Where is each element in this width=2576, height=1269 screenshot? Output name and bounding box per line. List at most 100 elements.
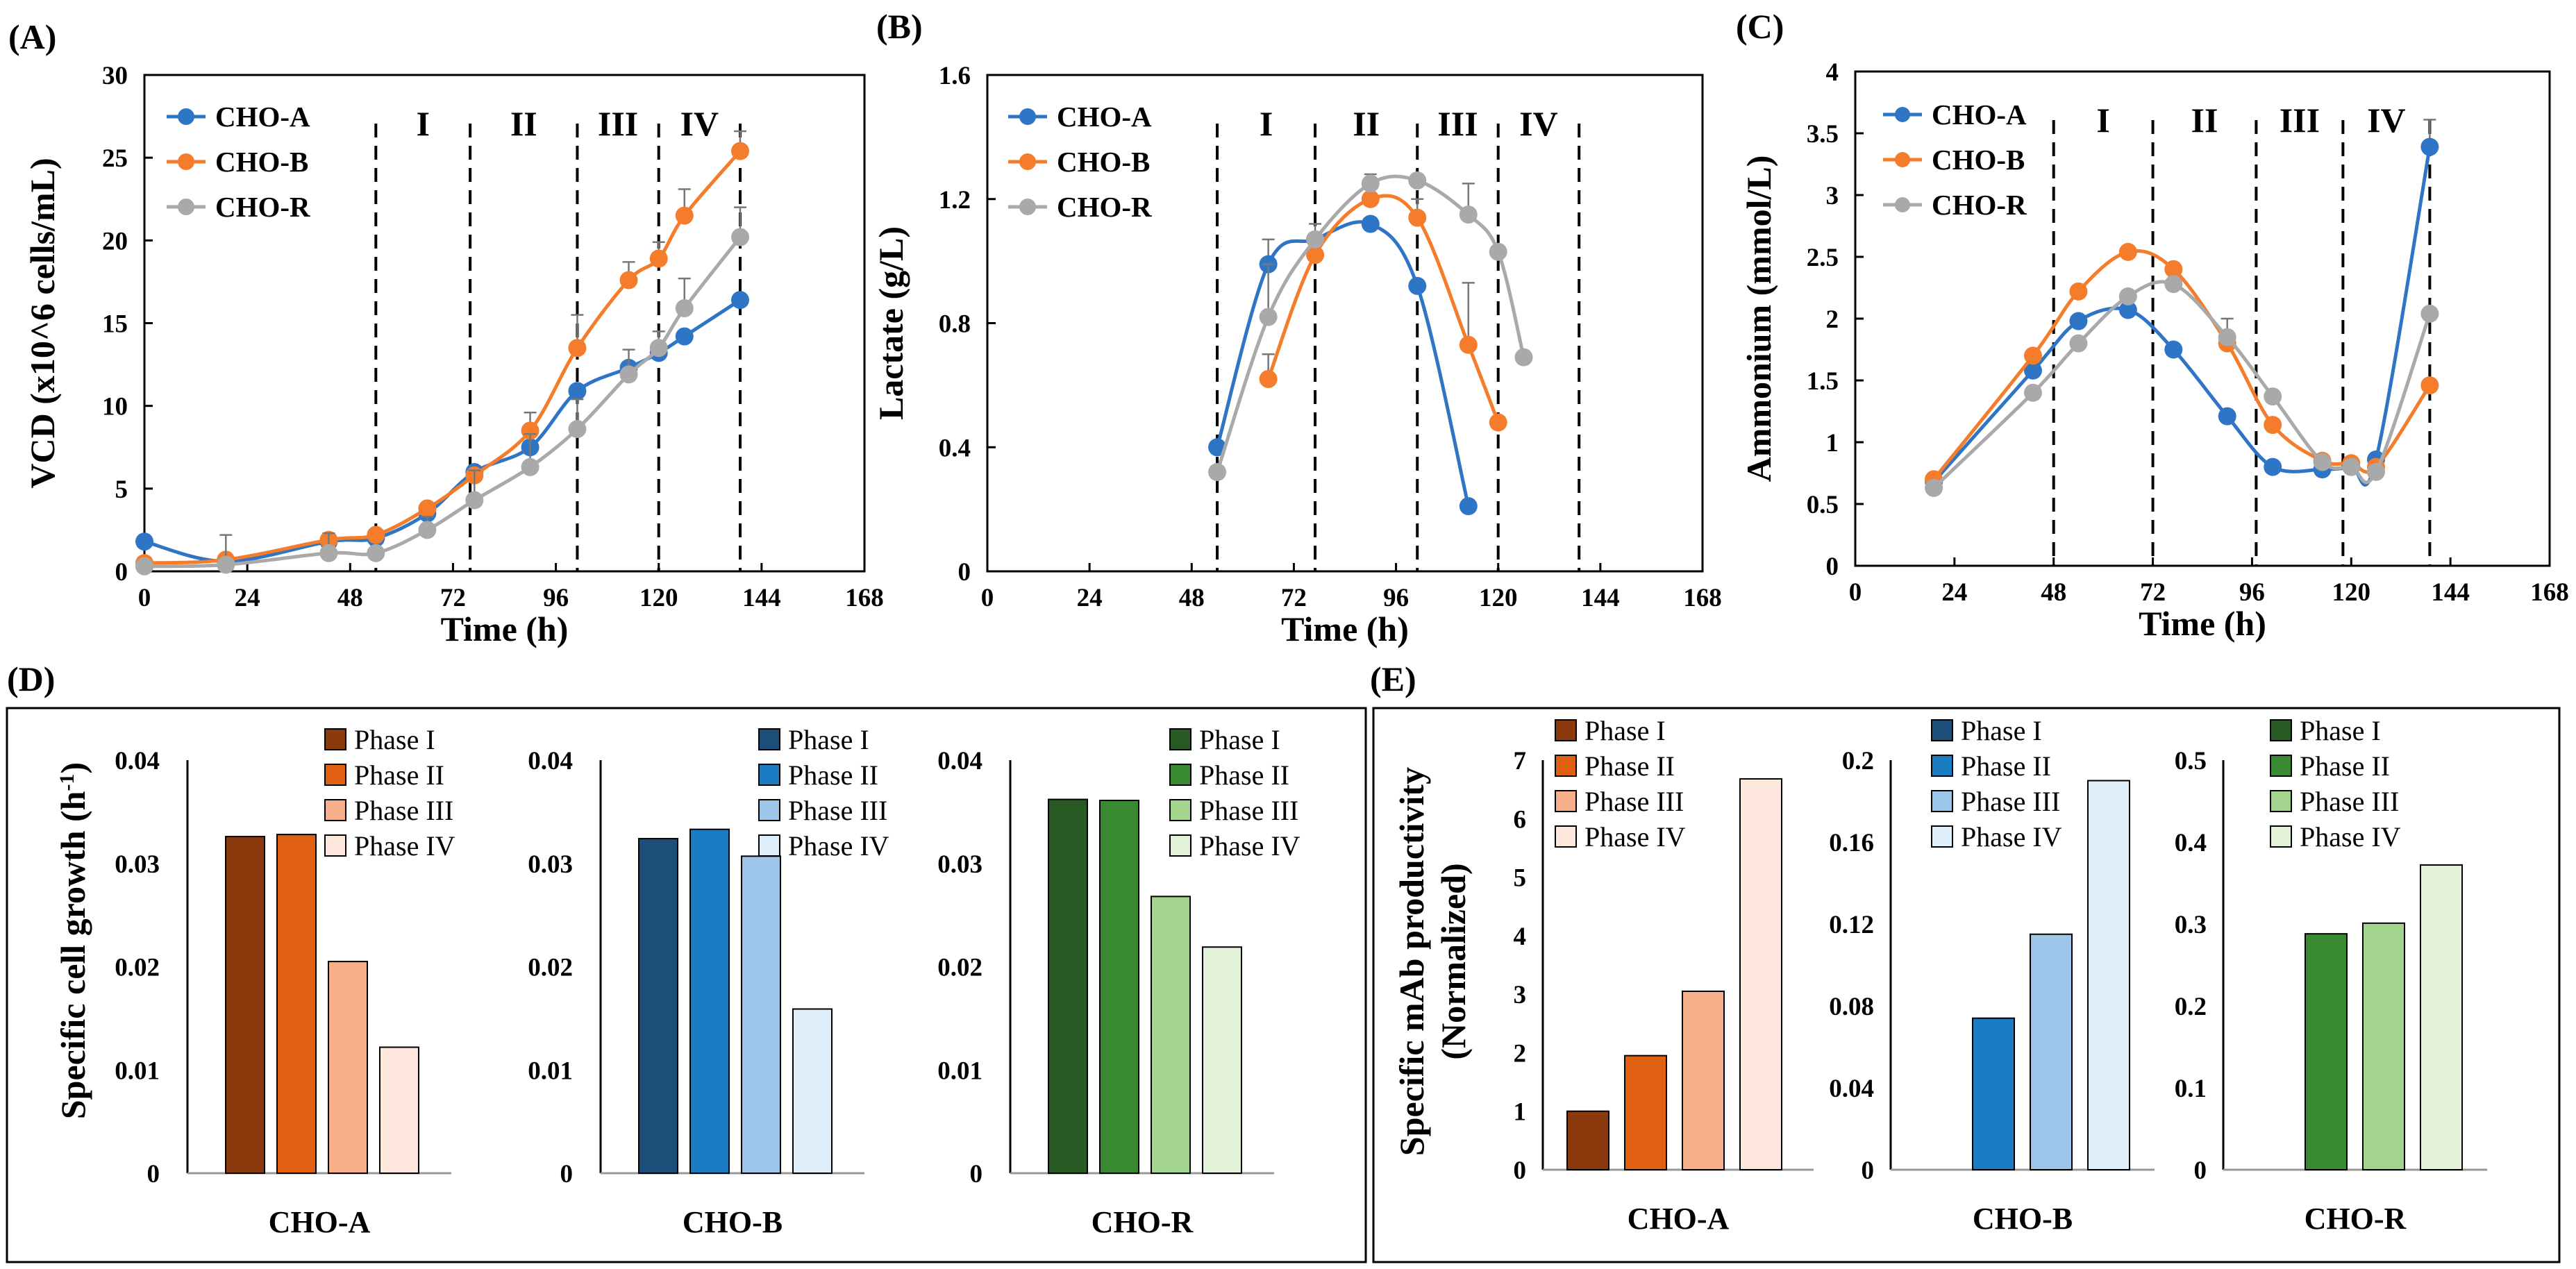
y-tick-label: 30 xyxy=(102,62,128,90)
category-label: CHO-A xyxy=(1628,1202,1730,1236)
data-point xyxy=(1259,308,1278,326)
bar xyxy=(638,838,678,1175)
y-tick-label: 0.16 xyxy=(1829,829,1874,857)
legend-swatch xyxy=(758,834,780,857)
data-point xyxy=(319,544,338,562)
x-axis-title: Time (h) xyxy=(1281,610,1409,648)
legend-swatch xyxy=(324,764,346,786)
data-point xyxy=(1259,369,1278,388)
legend-label: Phase I xyxy=(1199,724,1280,755)
legend-marker xyxy=(1019,108,1036,125)
x-axis-title: Time (h) xyxy=(441,610,569,648)
y-tick-label: 7 xyxy=(1514,747,1527,775)
data-point xyxy=(1408,171,1427,190)
y-tick-label: 2 xyxy=(1826,305,1839,334)
data-point xyxy=(367,526,385,544)
x-axis-title: Time (h) xyxy=(2139,604,2266,643)
legend-label: CHO-B xyxy=(1057,146,1150,178)
y-tick-label: 0.04 xyxy=(528,747,573,775)
x-tick-label: 0 xyxy=(1849,578,1862,607)
data-point xyxy=(1489,242,1507,261)
legend-label: CHO-B xyxy=(1932,144,2025,176)
legend-swatch xyxy=(758,728,780,750)
data-point xyxy=(1489,413,1507,432)
y-tick-label: 0.08 xyxy=(1829,993,1874,1021)
data-point xyxy=(135,557,153,575)
bar xyxy=(741,855,781,1175)
x-tick-label: 120 xyxy=(639,584,678,612)
data-point xyxy=(135,532,153,551)
bar-group-cho-r: 0 0.01 0.02 0.03 0.04 CHO-R Phase I Phase II Pha… xyxy=(937,724,1300,1239)
data-point xyxy=(730,142,749,160)
x-tick-label: 72 xyxy=(1281,584,1307,612)
data-point xyxy=(568,339,587,358)
y-tick-label: 0.4 xyxy=(939,434,971,462)
legend-label: Phase IV xyxy=(788,830,889,862)
x-tick-label: 24 xyxy=(1941,578,1967,607)
data-point xyxy=(2264,416,2282,435)
bar xyxy=(2305,933,2348,1171)
y-tick-label: 0.02 xyxy=(528,954,573,982)
y-tick-label: 5 xyxy=(115,476,128,504)
legend-marker xyxy=(1895,152,1910,167)
legend-label: Phase II xyxy=(1961,750,2051,782)
legend-label: Phase I xyxy=(788,724,869,755)
phase-label: I xyxy=(2096,101,2109,140)
bar-group-cho-b: 0 0.04 0.08 0.12 0.16 0.2 CHO-B Phase I Phase II… xyxy=(1829,715,2155,1236)
legend-label: Phase II xyxy=(2300,750,2390,782)
legend-marker xyxy=(178,108,194,125)
x-tick-label: 96 xyxy=(2239,578,2265,607)
data-point xyxy=(2023,361,2042,380)
legend-label: Phase II xyxy=(1199,759,1289,791)
phase-label: I xyxy=(416,104,429,143)
x-tick-label: 96 xyxy=(543,584,569,612)
data-point xyxy=(1459,205,1478,224)
y-tick-label: 1 xyxy=(1826,429,1839,457)
chart-E: (E) Specific mAb productivity (Normalized)… xyxy=(1370,659,2561,1263)
y-tick-label: 0.8 xyxy=(939,310,971,339)
y-axis-title: VCD (x10^6 cells/mL) xyxy=(23,158,62,488)
y-axis-title-line1: Specific mAb productivity xyxy=(1392,767,1431,1156)
legend-label: Phase III xyxy=(1584,786,1684,817)
legend-label: Phase IV xyxy=(1961,821,2062,852)
y-tick-label: 0.04 xyxy=(937,747,982,775)
legend-label: Phase II xyxy=(354,759,444,791)
x-tick-label: 120 xyxy=(1479,584,1518,612)
legend-swatch xyxy=(1169,728,1191,750)
legend-label: CHO-R xyxy=(215,191,310,223)
data-point xyxy=(2218,328,2236,346)
data-point xyxy=(1459,497,1478,516)
y-tick-label: 3.5 xyxy=(1807,120,1839,149)
y-tick-label: 2 xyxy=(1514,1039,1527,1068)
data-point xyxy=(1361,190,1380,208)
y-tick-label: 4 xyxy=(1826,58,1839,87)
data-point xyxy=(418,521,437,539)
legend-marker xyxy=(178,153,194,170)
bar xyxy=(1202,946,1242,1175)
y-tick-label: 0 xyxy=(115,558,128,587)
bar xyxy=(1048,798,1088,1174)
bar xyxy=(1151,896,1191,1174)
bar xyxy=(276,834,317,1174)
bar-group-cho-r: 0 0.1 0.2 0.3 0.4 0.5 CHO-R Phase I Phase II Phas… xyxy=(2175,715,2487,1236)
phase-label: I xyxy=(1260,104,1273,143)
legend-swatch xyxy=(324,834,346,857)
data-point xyxy=(1208,438,1227,457)
panel-label: (C) xyxy=(1736,7,1784,46)
bar xyxy=(1566,1110,1609,1170)
data-point xyxy=(1306,246,1325,264)
legend-swatch xyxy=(1169,799,1191,821)
legend-label: Phase I xyxy=(1961,715,2042,746)
legend-swatch xyxy=(324,728,346,750)
legend-swatch xyxy=(1555,755,1577,777)
data-point xyxy=(1361,215,1380,233)
legend-label: CHO-A xyxy=(1057,101,1152,133)
category-label: CHO-B xyxy=(1973,1202,2073,1236)
legend-label: CHO-A xyxy=(1932,99,2027,131)
legend-swatch xyxy=(1169,834,1191,857)
y-tick-label: 0.03 xyxy=(937,850,982,879)
y-tick-label: 0.03 xyxy=(528,850,573,879)
y-tick-label: 3 xyxy=(1826,182,1839,210)
y-tick-label: 0 xyxy=(2194,1157,2207,1185)
